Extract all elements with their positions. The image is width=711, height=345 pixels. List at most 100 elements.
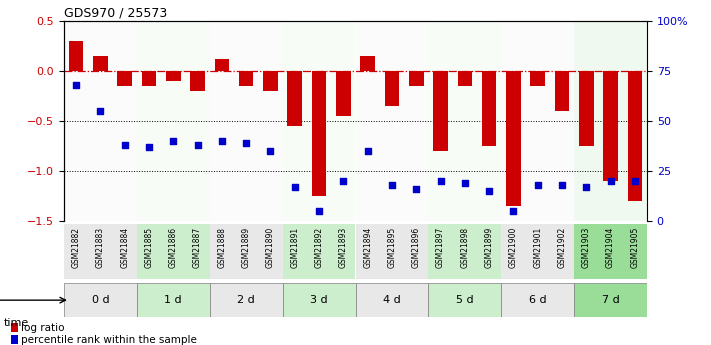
Bar <box>555 71 570 111</box>
Point <box>95 108 106 114</box>
Point <box>314 208 325 214</box>
Bar <box>530 71 545 86</box>
Text: GSM21884: GSM21884 <box>120 227 129 268</box>
Text: GSM21887: GSM21887 <box>193 227 202 268</box>
Point <box>144 144 155 149</box>
Bar <box>579 71 594 146</box>
Text: GSM21882: GSM21882 <box>72 227 80 268</box>
Point <box>168 138 179 144</box>
Bar <box>287 71 302 126</box>
Point <box>386 182 397 188</box>
Bar <box>574 224 647 279</box>
Text: GSM21896: GSM21896 <box>412 227 421 268</box>
Text: 0 d: 0 d <box>92 295 109 305</box>
Text: GSM21889: GSM21889 <box>242 227 251 268</box>
Point <box>338 178 349 184</box>
Bar <box>385 71 399 106</box>
Bar <box>282 224 356 279</box>
Point <box>508 208 519 214</box>
FancyBboxPatch shape <box>64 283 137 317</box>
Bar <box>574 21 647 221</box>
Text: time: time <box>4 318 29 327</box>
Bar <box>64 224 137 279</box>
Text: GSM21892: GSM21892 <box>314 227 324 268</box>
Bar <box>166 71 181 81</box>
Text: GSM21891: GSM21891 <box>290 227 299 268</box>
Bar <box>428 224 501 279</box>
Point <box>581 184 592 189</box>
Text: GSM21900: GSM21900 <box>509 227 518 268</box>
Bar <box>482 71 496 146</box>
Text: GSM21905: GSM21905 <box>631 227 639 268</box>
Text: 3 d: 3 d <box>310 295 328 305</box>
Text: GSM21898: GSM21898 <box>460 227 469 268</box>
Bar <box>210 21 282 221</box>
Bar <box>628 71 642 201</box>
Bar <box>428 21 501 221</box>
Bar <box>11 335 18 344</box>
Bar <box>210 224 282 279</box>
FancyBboxPatch shape <box>356 283 428 317</box>
Bar <box>356 21 428 221</box>
Point <box>240 140 252 146</box>
Text: GSM21894: GSM21894 <box>363 227 372 268</box>
Text: GSM21886: GSM21886 <box>169 227 178 268</box>
Text: 4 d: 4 d <box>383 295 401 305</box>
FancyBboxPatch shape <box>501 283 574 317</box>
Point <box>605 178 616 184</box>
Point <box>629 178 641 184</box>
Text: GSM21899: GSM21899 <box>485 227 493 268</box>
Point <box>410 186 422 191</box>
Text: 2 d: 2 d <box>237 295 255 305</box>
Text: GSM21885: GSM21885 <box>144 227 154 268</box>
FancyBboxPatch shape <box>574 283 647 317</box>
Bar <box>501 224 574 279</box>
Bar <box>137 21 210 221</box>
Text: GSM21883: GSM21883 <box>96 227 105 268</box>
Text: GSM21901: GSM21901 <box>533 227 542 268</box>
Text: log ratio: log ratio <box>21 323 65 333</box>
Bar <box>282 21 356 221</box>
Point <box>216 138 228 144</box>
Bar <box>117 71 132 86</box>
FancyBboxPatch shape <box>137 283 210 317</box>
FancyBboxPatch shape <box>210 283 282 317</box>
Bar <box>69 41 83 71</box>
Text: GSM21888: GSM21888 <box>218 227 226 268</box>
Point <box>192 142 203 148</box>
Bar <box>603 71 618 181</box>
Bar <box>501 21 574 221</box>
Text: 6 d: 6 d <box>529 295 547 305</box>
Bar <box>360 56 375 71</box>
Point <box>289 184 301 189</box>
Bar <box>11 323 18 332</box>
Text: GSM21897: GSM21897 <box>436 227 445 268</box>
Point <box>264 148 276 154</box>
Bar <box>137 224 210 279</box>
Text: 5 d: 5 d <box>456 295 474 305</box>
Bar <box>433 71 448 151</box>
Text: GSM21893: GSM21893 <box>339 227 348 268</box>
Text: GSM21902: GSM21902 <box>557 227 567 268</box>
Text: 7 d: 7 d <box>602 295 619 305</box>
Text: GSM21903: GSM21903 <box>582 227 591 268</box>
Text: GSM21890: GSM21890 <box>266 227 275 268</box>
Bar <box>506 71 520 206</box>
Bar <box>409 71 424 86</box>
Point <box>483 188 495 194</box>
Point <box>435 178 447 184</box>
Text: GSM21904: GSM21904 <box>606 227 615 268</box>
Bar <box>64 21 137 221</box>
Point <box>362 148 373 154</box>
Bar <box>356 224 428 279</box>
Point <box>459 180 471 186</box>
Bar <box>311 71 326 196</box>
Bar <box>239 71 253 86</box>
Point <box>119 142 130 148</box>
Text: GDS970 / 25573: GDS970 / 25573 <box>64 7 167 20</box>
Bar <box>457 71 472 86</box>
Text: GSM21895: GSM21895 <box>387 227 397 268</box>
Point <box>532 182 543 188</box>
Point <box>70 82 82 88</box>
Point <box>556 182 567 188</box>
